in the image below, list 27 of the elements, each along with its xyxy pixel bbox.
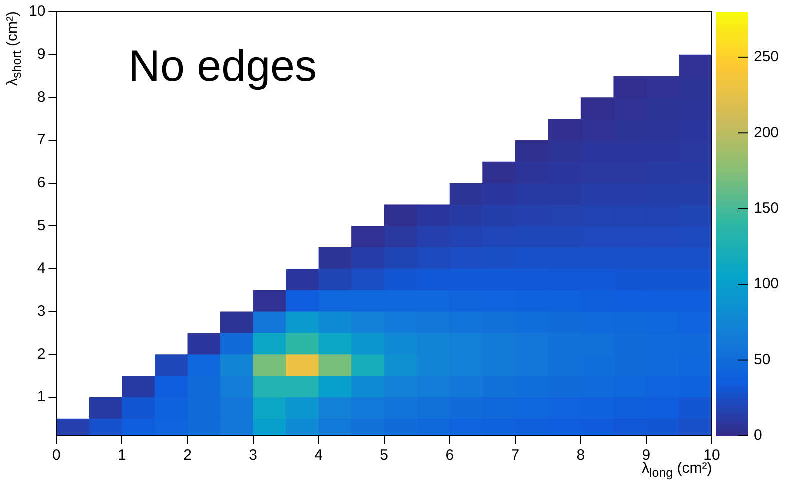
y-tick-label: 1 <box>37 388 46 406</box>
x-tick-label: 5 <box>380 447 389 464</box>
x-tick-label: 2 <box>184 447 192 464</box>
y-tick-label: 6 <box>37 174 46 192</box>
x-tick-label: 6 <box>446 447 454 464</box>
x-tick-label: 3 <box>249 447 258 464</box>
y-tick-label: 3 <box>37 302 46 320</box>
color-bar-label: 200 <box>754 124 780 142</box>
y-tick-label: 10 <box>28 3 46 20</box>
x-tick-label: 7 <box>511 447 520 464</box>
color-bar-label: 50 <box>754 351 771 368</box>
x-tick-label: 0 <box>52 447 61 464</box>
x-axis-title: λ$_{long}$ (cm²) <box>642 460 712 480</box>
x-tick-label: 1 <box>118 447 126 464</box>
color-bar-label: 100 <box>754 276 780 293</box>
y-tick-label: 2 <box>37 346 46 363</box>
color-bar-label: 0 <box>754 427 762 444</box>
y-tick-label: 8 <box>37 88 46 106</box>
y-tick-label: 9 <box>37 46 46 63</box>
color-bar-label: 250 <box>754 48 780 66</box>
y-tick-label: 5 <box>37 217 46 234</box>
y-tick-label: 4 <box>37 260 46 278</box>
x-tick-label: 4 <box>314 447 323 464</box>
text: No edges <box>128 42 318 92</box>
color-bar-label: 150 <box>754 200 780 217</box>
y-tick-label: 7 <box>37 132 46 149</box>
x-tick-label: 8 <box>576 447 586 464</box>
